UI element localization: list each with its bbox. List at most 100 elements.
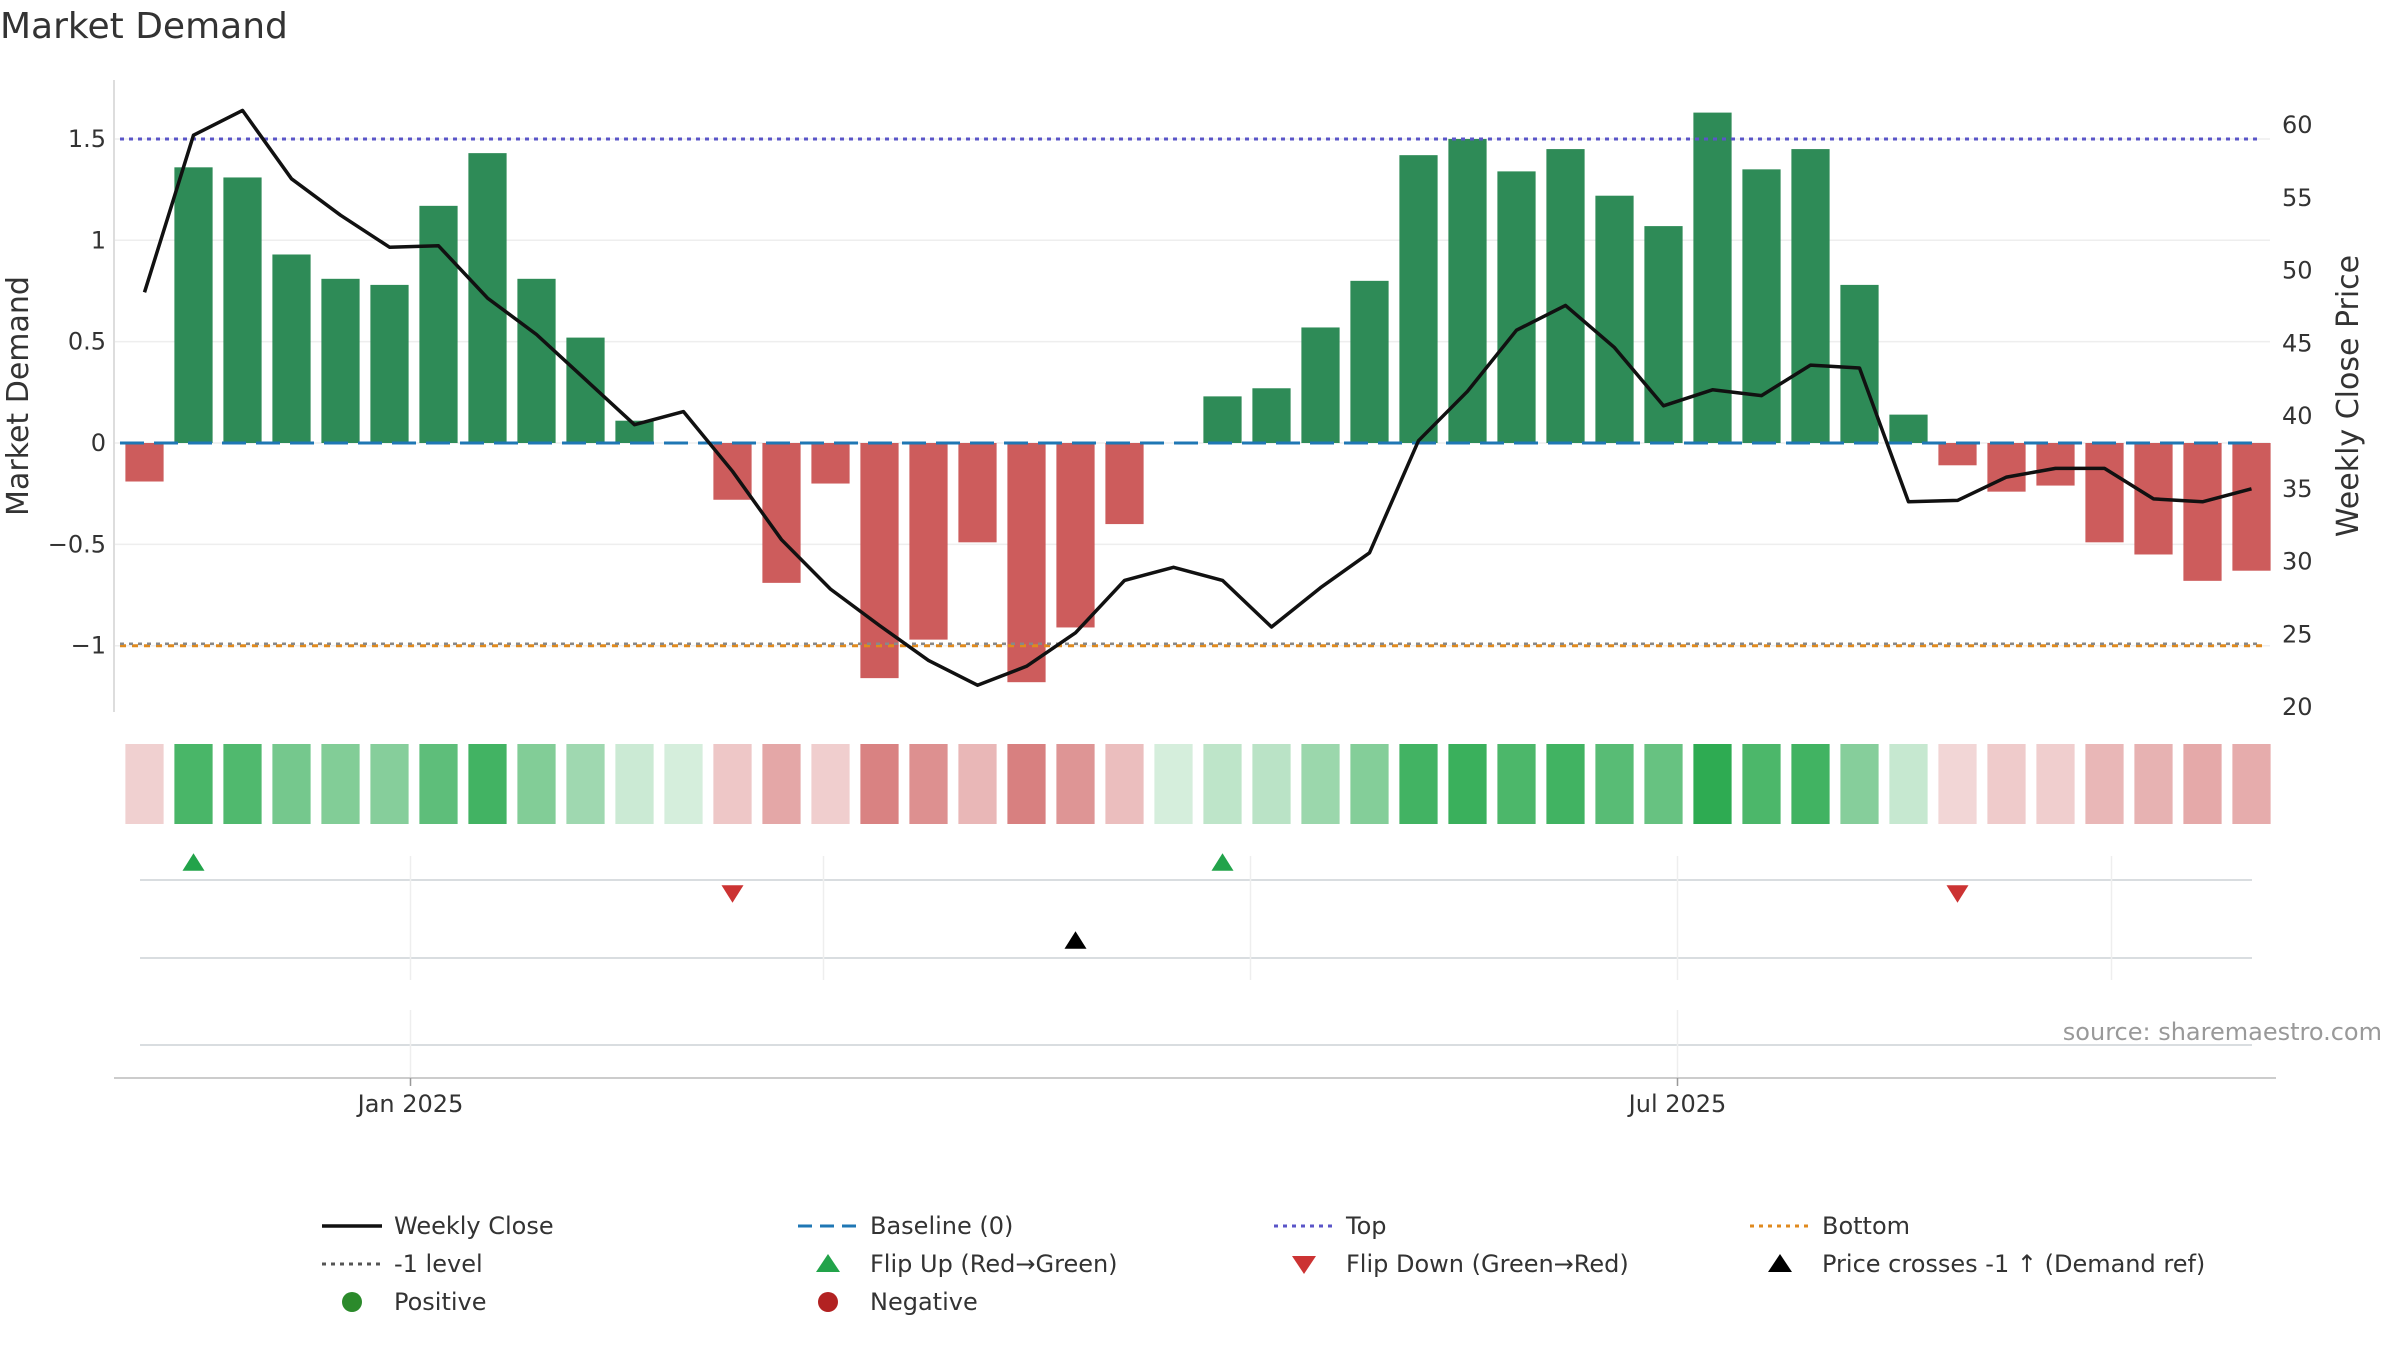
demand-bar xyxy=(1203,396,1242,443)
heat-cell xyxy=(762,744,801,824)
y-tick-label: −0.5 xyxy=(48,530,106,558)
heat-cell xyxy=(1252,744,1291,824)
legend-label: Baseline (0) xyxy=(870,1212,1013,1240)
legend-swatch xyxy=(1768,1254,1792,1272)
legend-item: Bottom xyxy=(1750,1212,1910,1240)
demand-bar xyxy=(174,167,213,443)
y-axis-label: Market Demand xyxy=(1,276,36,516)
heat-cell xyxy=(1693,744,1732,824)
y2-tick-label: 20 xyxy=(2282,693,2313,721)
heat-cell xyxy=(1350,744,1389,824)
heat-cell xyxy=(2134,744,2173,824)
heat-cell xyxy=(713,744,752,824)
heat-cell xyxy=(223,744,262,824)
demand-bar xyxy=(1497,171,1536,443)
demand-bar xyxy=(1301,327,1340,443)
demand-bar xyxy=(1399,155,1438,443)
demand-bar xyxy=(1252,388,1291,443)
y2-axis-label: Weekly Close Price xyxy=(2331,255,2366,537)
y-tick-label: 0.5 xyxy=(68,328,106,356)
flip-down-marker xyxy=(721,885,744,903)
demand-bar xyxy=(517,278,556,443)
legend-item: Negative xyxy=(818,1288,978,1316)
legend-label: Positive xyxy=(394,1288,487,1316)
demand-bar xyxy=(1350,280,1389,443)
demand-bar xyxy=(1644,226,1683,443)
legend-label: Flip Down (Green→Red) xyxy=(1346,1250,1629,1278)
heat-cell xyxy=(1889,744,1928,824)
heat-cell xyxy=(1595,744,1634,824)
legend-item: Flip Down (Green→Red) xyxy=(1292,1250,1629,1278)
y-axis-ticks: 1.5 1 0.5 0 −0.5 −1 xyxy=(48,125,106,660)
demand-bar xyxy=(2232,443,2271,571)
legend-item: -1 level xyxy=(322,1250,483,1278)
flip-down-marker xyxy=(1946,885,1969,903)
demand-bar xyxy=(1742,169,1781,444)
heat-cell xyxy=(811,744,850,824)
y-tick-label: 1.5 xyxy=(68,125,106,153)
heat-cell xyxy=(419,744,458,824)
legend-swatch xyxy=(816,1254,840,1272)
heat-cell xyxy=(468,744,507,824)
heat-cell xyxy=(321,744,360,824)
demand-bar xyxy=(1840,284,1879,443)
demand-bar xyxy=(272,254,311,443)
x-tick-label: Jul 2025 xyxy=(1627,1090,1727,1118)
heat-cell xyxy=(272,744,311,824)
heat-cell xyxy=(1203,744,1242,824)
heat-cell xyxy=(1987,744,2026,824)
y-tick-label: 1 xyxy=(91,226,106,254)
y2-axis-ticks: 60 55 50 45 40 35 30 25 20 xyxy=(2282,111,2313,721)
demand-bar xyxy=(321,278,360,443)
demand-bar xyxy=(2036,443,2075,486)
demand-bar xyxy=(615,420,654,443)
y-tick-label: 0 xyxy=(91,429,106,457)
demand-bar xyxy=(1595,195,1634,443)
legend-label: Bottom xyxy=(1822,1212,1910,1240)
heat-cell xyxy=(909,744,948,824)
heat-cell xyxy=(1301,744,1340,824)
heat-cell xyxy=(860,744,899,824)
flip-up-marker xyxy=(182,853,205,871)
demand-bar xyxy=(1546,149,1585,443)
y2-tick-label: 55 xyxy=(2282,184,2313,212)
demand-bar xyxy=(860,443,899,679)
demand-bar xyxy=(1056,443,1095,628)
demand-bar xyxy=(223,177,262,443)
heat-cell xyxy=(1546,744,1585,824)
heat-cell xyxy=(1938,744,1977,824)
heat-cell xyxy=(958,744,997,824)
heat-cell xyxy=(1399,744,1438,824)
heat-cell xyxy=(517,744,556,824)
x-axis-ticks: Jan 2025 Jul 2025 xyxy=(114,1077,2276,1118)
demand-heat-strip xyxy=(125,744,2271,824)
weekly-close-line xyxy=(142,108,2252,687)
demand-bar xyxy=(811,443,850,484)
heat-cell xyxy=(174,744,213,824)
heat-cell xyxy=(1056,744,1095,824)
heat-cell xyxy=(1840,744,1879,824)
reference-lines xyxy=(120,137,2262,648)
legend-label: Top xyxy=(1345,1212,1387,1240)
legend-swatch xyxy=(1292,1256,1316,1274)
legend-item: Price crosses -1 ↑ (Demand ref) xyxy=(1768,1250,2205,1278)
legend-label: Weekly Close xyxy=(394,1212,554,1240)
heat-cell xyxy=(566,744,605,824)
y-tick-label: −1 xyxy=(71,632,106,660)
legend-label: -1 level xyxy=(394,1250,483,1278)
heat-cell xyxy=(2085,744,2124,824)
heat-cell xyxy=(2036,744,2075,824)
legend-item: Flip Up (Red→Green) xyxy=(816,1250,1118,1278)
legend-label: Price crosses -1 ↑ (Demand ref) xyxy=(1822,1250,2205,1278)
event-markers xyxy=(140,853,2252,1085)
demand-bar xyxy=(1693,112,1732,443)
heat-cell xyxy=(2183,744,2222,824)
y2-tick-label: 60 xyxy=(2282,111,2313,139)
legend-item: Weekly Close xyxy=(322,1212,554,1240)
legend-label: Negative xyxy=(870,1288,978,1316)
heat-cell xyxy=(1154,744,1193,824)
demand-bar xyxy=(1448,138,1487,443)
demand-bars xyxy=(125,112,2271,683)
heat-cell xyxy=(1497,744,1536,824)
